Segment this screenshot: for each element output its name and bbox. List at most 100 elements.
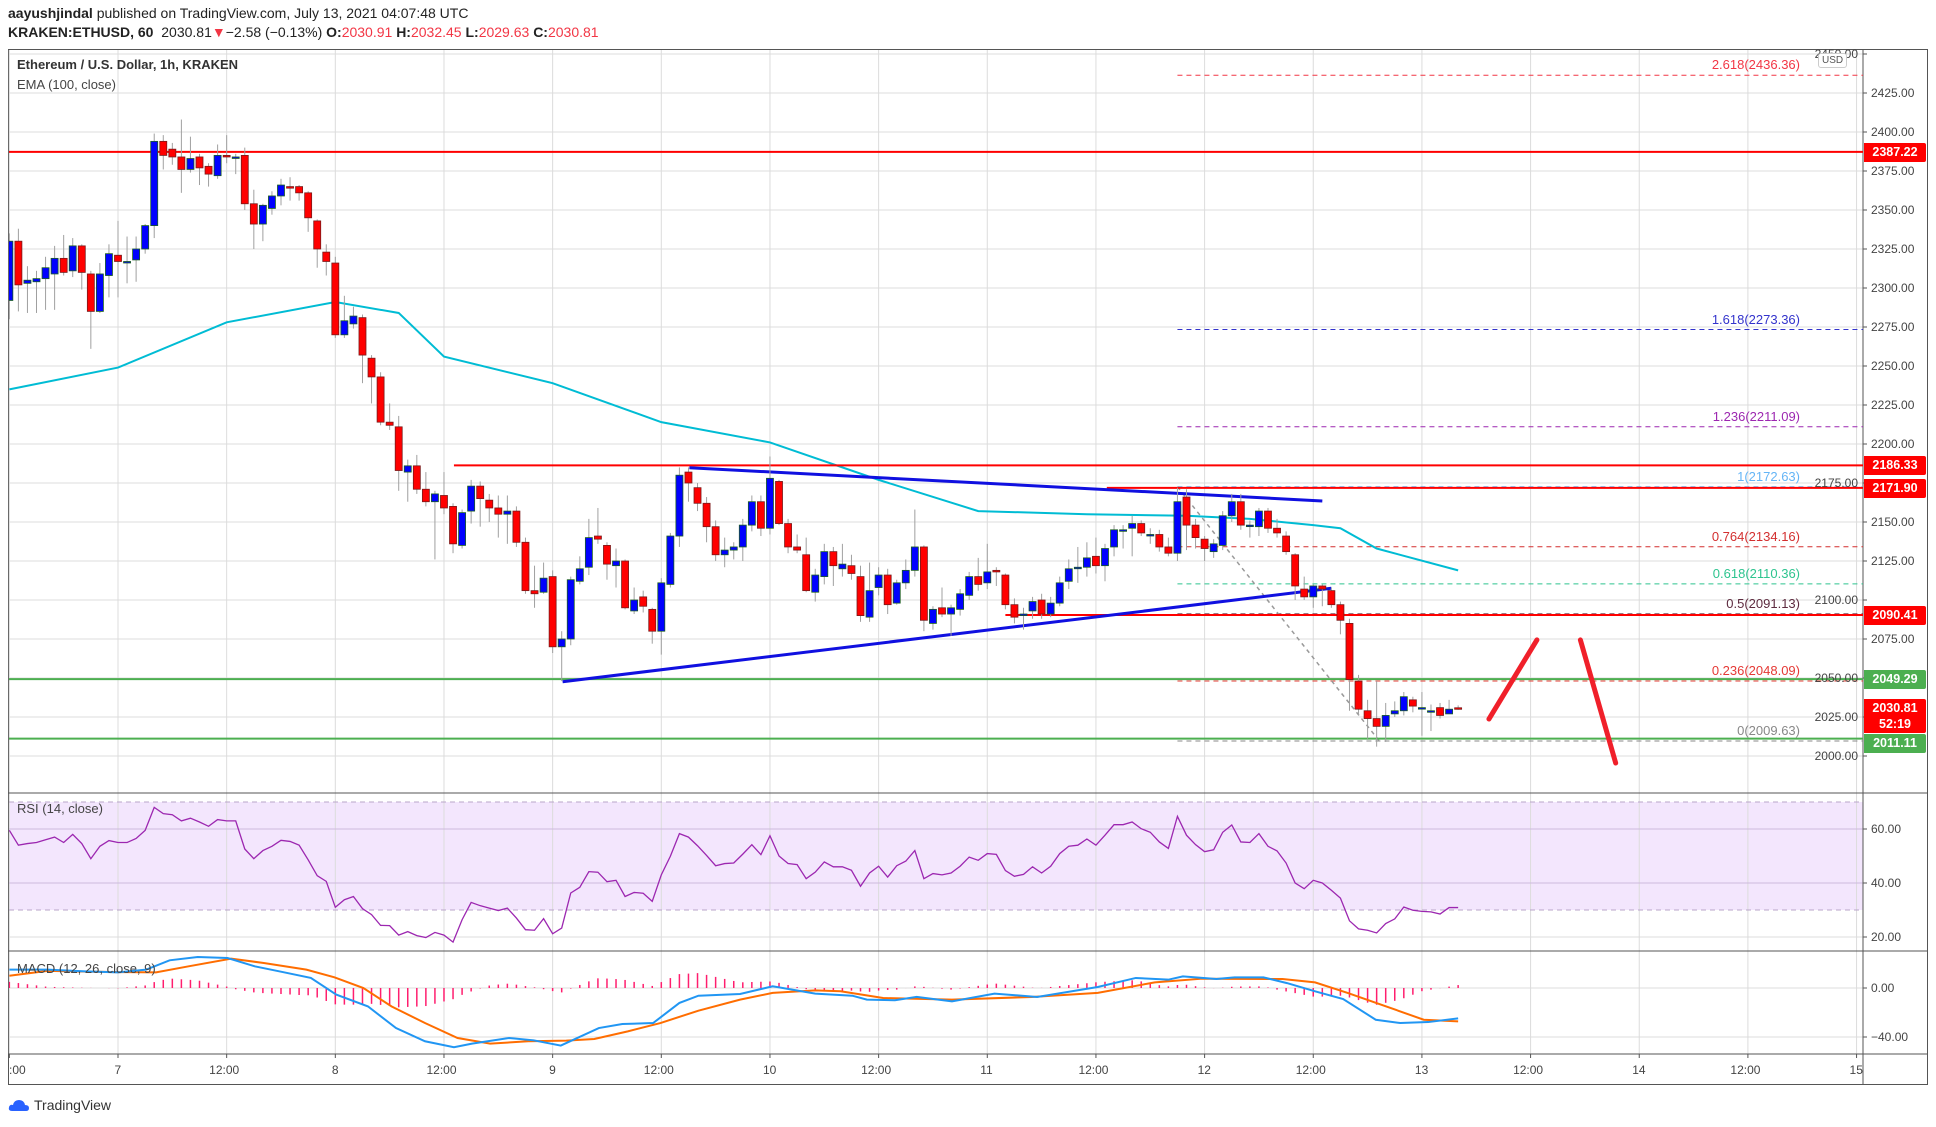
candle (458, 509, 466, 549)
ema-legend[interactable]: EMA (100, close) (17, 77, 116, 92)
candle (947, 604, 955, 636)
rsi-legend[interactable]: RSI (14, close) (17, 801, 103, 816)
candle-body-down (1164, 546, 1173, 554)
candle (775, 479, 783, 526)
last-price-tag: 2030.81 52:19 (1864, 698, 1926, 733)
candle (403, 459, 412, 502)
macd-legend[interactable]: MACD (12, 26, close, 9) (17, 961, 156, 976)
time-tick-label: 9 (549, 1063, 556, 1077)
candle-body-up (738, 524, 747, 548)
candle-body-down (1001, 574, 1010, 606)
author-name[interactable]: aayushjindal (8, 5, 93, 21)
time-tick-label: 12:00 (209, 1063, 240, 1077)
candle (1408, 696, 1417, 713)
candle-body-up (584, 537, 593, 568)
candle-body-up (965, 576, 974, 596)
rsi-tick-label: 20.00 (1871, 930, 1902, 944)
candle (811, 568, 820, 602)
candle (385, 403, 394, 430)
time-tick-label: 12:00 (1513, 1063, 1544, 1077)
candle (702, 497, 711, 543)
high-label: H: (396, 24, 411, 40)
candle (231, 153, 240, 175)
candle-body-up (1399, 696, 1408, 712)
price-tick-label: 2325.00 (1871, 242, 1915, 256)
fib-level-label: 0.764(2134.16) (1711, 528, 1800, 544)
candle-body-down (86, 273, 95, 312)
candle (449, 503, 457, 554)
candle (32, 270, 41, 313)
candle-body-up (1064, 568, 1073, 582)
candle (132, 236, 141, 282)
time-tick-label: 15 (1849, 1063, 1863, 1077)
projection-arrow (1486, 637, 1540, 722)
candle-body-down (394, 426, 403, 471)
candle (1055, 576, 1064, 607)
candle (268, 191, 276, 215)
fib-level-label: 0(2009.63) (1737, 722, 1800, 738)
candle (983, 543, 992, 590)
candle (331, 256, 340, 338)
currency-button[interactable]: USD (1818, 53, 1848, 68)
candle-body-up (1173, 501, 1182, 554)
candle (684, 467, 693, 502)
candle-body-down (775, 481, 783, 524)
candle-body-down (168, 148, 177, 158)
candle-body-up (729, 546, 738, 551)
candle-body-down (793, 546, 802, 551)
candle-body-down (412, 465, 421, 490)
candle (720, 537, 729, 568)
candle (1019, 607, 1028, 630)
candle-body-down (1372, 718, 1381, 727)
chart-frame[interactable] (8, 49, 1928, 1085)
candle-body-down (784, 523, 792, 548)
bar-countdown: 52:19 (1879, 716, 1911, 731)
price-level-tag: 2011.11 (1864, 733, 1926, 753)
candle (1110, 525, 1118, 557)
candle (892, 579, 901, 605)
time-tick-label: 12:00 (1730, 1063, 1761, 1077)
trendline (689, 466, 1323, 503)
candle-body-up (1381, 715, 1390, 727)
price-tick-label: 2150.00 (1871, 515, 1915, 529)
time-tick-label: 13 (1414, 1063, 1429, 1077)
tradingview-logo[interactable]: TradingView (8, 1097, 111, 1113)
candle-body-up (1209, 543, 1218, 553)
candle-body-up (141, 225, 150, 250)
candle (738, 518, 747, 561)
candle (820, 543, 829, 585)
price-tick-label: 2375.00 (1871, 164, 1915, 178)
candle (729, 542, 738, 560)
candle-body-up (9, 240, 14, 301)
candle-body-down (594, 535, 602, 540)
candle-body-down (938, 607, 946, 615)
candle-body-up (557, 638, 566, 648)
candle (340, 295, 349, 338)
candle-body-up (1046, 602, 1055, 615)
projection-arrow (1577, 637, 1619, 766)
candle (95, 263, 104, 313)
candle-body-down (1345, 623, 1354, 680)
candle (367, 355, 376, 404)
candle-body-down (693, 487, 702, 504)
candle-body-down (548, 576, 557, 648)
candle (521, 537, 530, 594)
close-label: C: (533, 24, 548, 40)
candle (1372, 681, 1381, 747)
candle (258, 203, 267, 242)
candle (105, 244, 113, 298)
candle-body-up (1028, 601, 1037, 612)
candle (195, 153, 204, 186)
candle (1137, 520, 1146, 537)
candle (566, 576, 575, 646)
candle (86, 270, 95, 349)
candle (1245, 520, 1254, 538)
candle-body-up (277, 184, 285, 197)
candle (1092, 537, 1100, 574)
candle (168, 142, 177, 165)
price-tick-label: 2125.00 (1871, 554, 1915, 568)
candle (1218, 511, 1227, 551)
candle (1436, 702, 1444, 719)
candle (295, 185, 304, 201)
